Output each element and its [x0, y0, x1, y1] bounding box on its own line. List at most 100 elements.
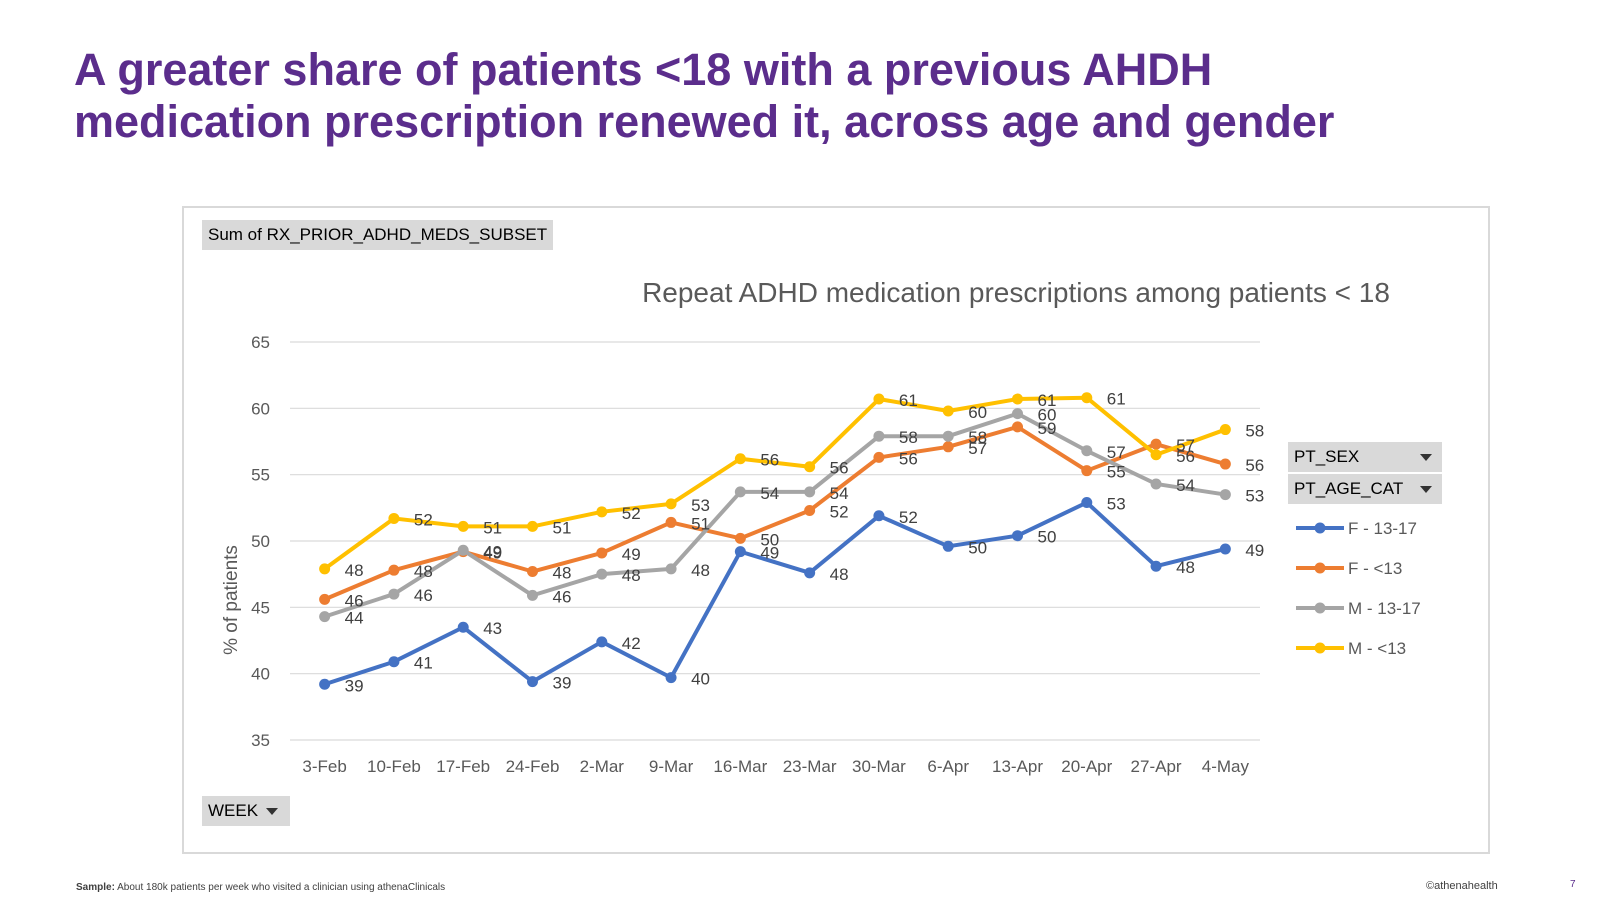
data-point [873, 451, 885, 463]
x-tick-label: 13-Apr [992, 757, 1043, 776]
data-label: 54 [1176, 476, 1195, 495]
data-point [319, 593, 331, 605]
pivot-legend-field-age-label: PT_AGE_CAT [1294, 479, 1404, 498]
data-point [457, 544, 469, 556]
data-label: 61 [899, 391, 918, 410]
data-label: 56 [760, 451, 779, 470]
data-label: 56 [899, 449, 918, 468]
data-point [596, 568, 608, 580]
pivot-legend-field-sex-label: PT_SEX [1294, 447, 1360, 466]
data-label: 51 [483, 518, 502, 537]
data-point [319, 611, 331, 623]
footer-sample-note: Sample: About 180k patients per week who… [76, 882, 445, 893]
data-point [1081, 465, 1093, 477]
data-point [1150, 449, 1162, 461]
data-point [665, 563, 677, 575]
x-tick-label: 20-Apr [1061, 757, 1112, 776]
series-line [323, 395, 1227, 571]
x-tick-label: 27-Apr [1131, 757, 1182, 776]
y-tick-label: 55 [251, 466, 270, 485]
data-point [1219, 489, 1231, 501]
data-point [734, 532, 746, 544]
data-label: 48 [345, 561, 364, 580]
series-line [323, 424, 1226, 602]
data-point [1012, 421, 1023, 433]
pivot-legend-field-sex-button[interactable]: PT_SEX [1288, 442, 1442, 472]
data-point [1219, 458, 1231, 470]
y-tick-label: 45 [251, 598, 270, 617]
data-point [804, 486, 816, 498]
data-label: 58 [968, 428, 987, 447]
pivot-value-field-button[interactable]: Sum of RX_PRIOR_ADHD_MEDS_SUBSET [202, 220, 554, 250]
series-line [324, 411, 1226, 619]
y-tick-label: 35 [251, 731, 270, 750]
athenahealth-logo: ©athenahealth [1426, 880, 1498, 892]
data-label: 48 [414, 562, 433, 581]
y-axis-ticks: 35 40 45 50 55 60 65 [251, 333, 270, 750]
pivot-legend-field-age-button[interactable]: PT_AGE_CAT [1288, 474, 1442, 504]
data-label: 60 [1038, 406, 1057, 425]
data-label: 54 [830, 484, 849, 503]
data-point [319, 563, 331, 575]
data-label: 57 [1107, 443, 1126, 462]
footer-sample-label: Sample: [76, 882, 115, 893]
data-point [734, 546, 746, 558]
data-point [942, 441, 954, 453]
legend-label: M - 13-17 [1348, 599, 1421, 618]
data-label: 49 [622, 545, 641, 564]
data-label: 49 [483, 544, 502, 563]
data-label: 49 [1245, 541, 1264, 560]
data-label: 51 [691, 514, 710, 533]
legend-swatch-marker [1314, 602, 1326, 614]
data-label: 52 [899, 508, 918, 527]
legend-swatch-marker [1314, 522, 1326, 534]
data-point [873, 430, 885, 442]
data-point [596, 636, 608, 648]
data-label: 58 [899, 428, 918, 447]
data-point [665, 672, 677, 684]
x-tick-label: 4-May [1202, 757, 1250, 776]
data-label: 48 [553, 564, 572, 583]
x-tick-label: 3-Feb [302, 757, 346, 776]
data-label: 56 [1245, 456, 1264, 475]
data-label: 46 [553, 587, 572, 606]
x-tick-label: 30-Mar [852, 757, 906, 776]
y-tick-label: 60 [251, 399, 270, 418]
gridlines [290, 341, 1260, 741]
data-point [804, 461, 816, 473]
data-point [942, 430, 954, 442]
data-point [873, 510, 885, 522]
data-point [1081, 497, 1093, 509]
pivot-axis-field-button[interactable]: WEEK [202, 796, 290, 826]
data-label: 42 [622, 634, 641, 653]
y-tick-label: 50 [251, 532, 270, 551]
data-label: 50 [1038, 528, 1057, 547]
slide-title-line-1: A greater share of patients <18 with a p… [74, 44, 1213, 95]
legend: F - 13-17 F - <13 M - 13-17 M - <13 [1296, 519, 1421, 658]
data-label: 46 [345, 591, 364, 610]
data-label: 41 [414, 654, 433, 673]
data-point [734, 453, 746, 465]
data-label: 59 [1038, 419, 1057, 438]
x-tick-label: 9-Mar [649, 757, 694, 776]
legend-label: F - <13 [1348, 559, 1402, 578]
data-label: 52 [622, 504, 641, 523]
data-point [596, 506, 608, 518]
legend-label: F - 13-17 [1348, 519, 1417, 538]
x-tick-label: 16-Mar [713, 757, 767, 776]
data-point [388, 588, 400, 600]
data-label: 52 [414, 510, 433, 529]
data-point [1150, 478, 1162, 490]
data-label: 44 [345, 609, 364, 628]
chevron-down-icon [1420, 486, 1432, 493]
data-label: 61 [1107, 390, 1126, 409]
series-line [324, 500, 1226, 687]
data-point [1012, 393, 1023, 405]
chart-title: Repeat ADHD medication prescriptions amo… [642, 277, 1390, 308]
data-point [527, 589, 538, 601]
data-labels: 39 41 43 39 42 40 49 48 52 50 50 53 48 49 46 48 49 48 49 51… [345, 390, 1265, 696]
pivot-value-field-label: Sum of RX_PRIOR_ADHD_MEDS_SUBSET [208, 225, 548, 244]
data-point [1219, 424, 1231, 436]
pivot-axis-field-label: WEEK [208, 801, 259, 820]
data-point [665, 516, 677, 528]
